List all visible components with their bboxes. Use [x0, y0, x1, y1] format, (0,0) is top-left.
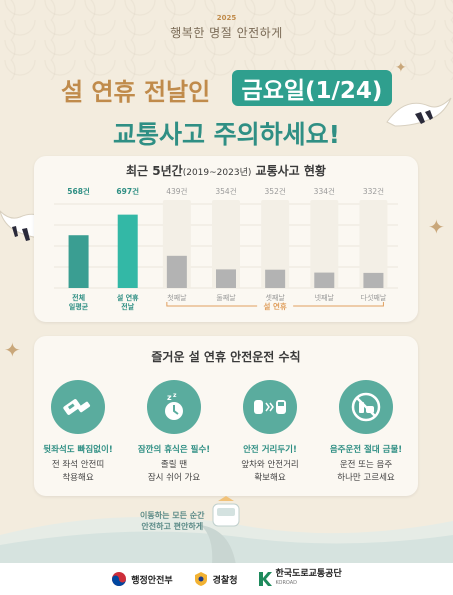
category-label: 둘째날 — [216, 293, 236, 302]
year-label: 2025 — [216, 14, 237, 22]
category-label: 셋째날 — [265, 293, 285, 302]
taegeuk-icon — [112, 572, 127, 586]
rule-card-seatbelt: 뒷좌석도 빠짐없이! 전 좌석 안전띠 착용해요 — [34, 380, 122, 485]
bar-value-label: 568건 — [67, 186, 90, 196]
footer-logos: 행정안전부 경찰청 한국도로교통공단 KOROAD — [0, 563, 453, 595]
rule-heading: 잠깐의 휴식은 필수! — [137, 445, 211, 455]
chart-title-range: (2019~2023년) — [182, 168, 252, 178]
column-bg — [359, 200, 388, 288]
rule-card-distance: 안전 거리두기! 앞차와 안전거리 확보해요 — [226, 380, 314, 485]
logo-police-text: 경찰청 — [212, 575, 238, 586]
rule-card-no-drinking: 음주운전 절대 금물! 운전 또는 음주 하나만 고르세요 — [322, 380, 410, 485]
rule-description: 전 좌석 안전띠 착용해요 — [51, 460, 105, 483]
koroad-k-icon — [258, 572, 272, 586]
category-label: 넷째날 — [315, 293, 335, 302]
bar-value-label: 334건 — [314, 186, 335, 196]
headline-line2: 교통사고 주의하세요! — [112, 120, 341, 149]
rule-heading: 뒷좌석도 빠짐없이! — [43, 445, 113, 455]
bar-value-label: 332건 — [363, 186, 384, 196]
bar — [216, 269, 236, 288]
bar-value-label: 354건 — [215, 186, 236, 196]
bar — [314, 272, 335, 288]
bar-value-label: 352건 — [265, 186, 286, 196]
headline-highlight: 금요일(1/24) — [232, 70, 392, 106]
crane-right-icon — [386, 97, 452, 127]
road-illustration — [0, 496, 453, 565]
bar — [117, 214, 138, 288]
no-drinking-icon — [339, 380, 393, 434]
category-label: 전날 — [121, 302, 134, 311]
sparkle-icon: ✦ — [395, 60, 407, 76]
slogan: 행복한 명절 안전하게 — [170, 26, 283, 40]
logo-koroad-sub: KOROAD — [275, 580, 298, 586]
car-icon — [212, 496, 240, 527]
rule-description: 졸릴 땐 잠시 쉬어 가요 — [147, 460, 201, 483]
bar-value-label: 439건 — [166, 186, 187, 196]
background-wave-pattern — [0, 0, 453, 80]
safety-rules-panel: 즐거운 설 연휴 안전운전 수칙 뒷좌석도 빠짐없이! 전 좌석 안전띠 착용해… — [34, 336, 418, 496]
logo-koroad: 한국도로교통공단 KOROAD — [258, 570, 342, 588]
bar-value-label: 697건 — [116, 186, 139, 196]
logo-police: 경찰청 — [193, 571, 238, 587]
rule-heading: 안전 거리두기! — [243, 445, 297, 455]
category-label: 설 연휴 — [117, 293, 139, 302]
bar — [68, 235, 89, 288]
group-label: 설 연휴 — [263, 301, 286, 311]
svg-text:z: z — [167, 393, 172, 402]
category-label: 다섯째날 — [361, 293, 387, 302]
car-distance-icon — [243, 380, 297, 434]
category-label: 전체 — [72, 293, 85, 302]
group-label-bg — [257, 301, 294, 311]
road-slogan: 이동하는 모든 순간 안전하고 편안하게 — [140, 511, 205, 531]
headline-prefix: 설 연휴 전날인 — [61, 77, 211, 106]
rule-heading: 음주운전 절대 금물! — [329, 445, 403, 455]
bar — [363, 272, 384, 288]
rule-description: 앞차와 안전거리 확보해요 — [241, 460, 299, 483]
sparkle-icon: ✦ — [428, 215, 445, 239]
svg-text:z: z — [173, 392, 177, 399]
sparkle-icon: ✦ — [4, 338, 21, 362]
chart-title: 최근 5년간(2019~2023년) 교통사고 현황 — [34, 162, 418, 179]
column-bg — [261, 200, 290, 288]
column-bg — [310, 200, 339, 288]
bar — [166, 255, 187, 288]
chart-title-suffix: 교통사고 현황 — [251, 164, 326, 178]
category-label: 일평균 — [69, 302, 89, 311]
category-label: 첫째날 — [167, 293, 187, 302]
bar — [265, 269, 286, 288]
logo-mois: 행정안전부 — [111, 571, 173, 587]
seatbelt-icon — [51, 380, 105, 434]
logo-koroad-text: 한국도로교통공단 — [275, 569, 342, 579]
column-bg — [212, 200, 240, 288]
rules-title: 즐거운 설 연휴 안전운전 수칙 — [151, 350, 301, 364]
police-emblem-icon — [194, 572, 207, 586]
rule-description: 운전 또는 음주 하나만 고르세요 — [337, 460, 395, 483]
logo-mois-text: 행정안전부 — [131, 575, 173, 586]
chart-title-main: 최근 5년간 — [126, 164, 183, 178]
